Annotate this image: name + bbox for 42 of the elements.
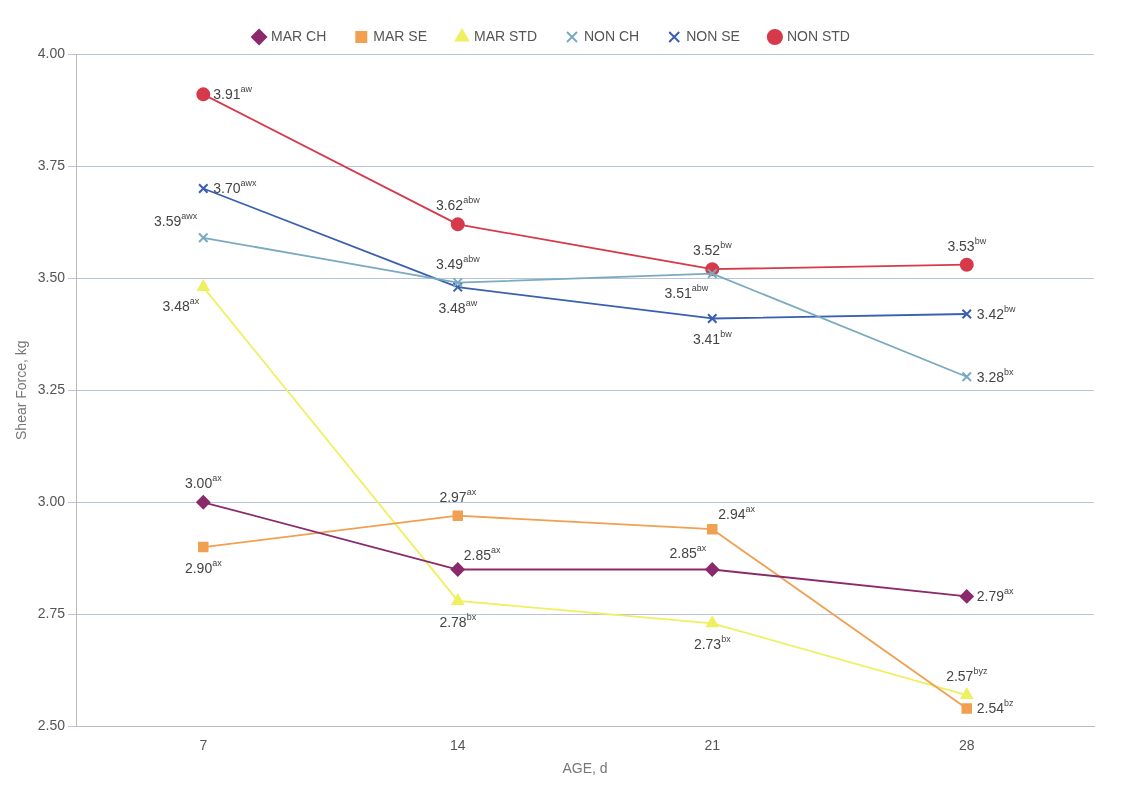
y-tick-label: 2.50 bbox=[37, 717, 66, 734]
legend-label: MAR CH bbox=[271, 27, 327, 44]
y-axis-title: Shear Force, kg bbox=[13, 340, 30, 440]
y-tick-label: 3.50 bbox=[37, 268, 66, 285]
y-tick-label: 3.75 bbox=[37, 156, 66, 173]
point bbox=[961, 371, 972, 382]
x-axis-title: AGE, d bbox=[562, 760, 608, 777]
point bbox=[197, 280, 210, 292]
point bbox=[198, 232, 209, 244]
point bbox=[707, 268, 718, 279]
point bbox=[705, 562, 720, 577]
point bbox=[706, 616, 719, 628]
legend-label: NON SE bbox=[686, 27, 740, 44]
point bbox=[452, 277, 464, 288]
point bbox=[707, 523, 718, 535]
legend-label: NON STD bbox=[786, 27, 850, 44]
point bbox=[959, 589, 974, 604]
point bbox=[452, 281, 464, 293]
point bbox=[196, 495, 211, 510]
y-tick-label: 3.25 bbox=[37, 381, 66, 398]
point bbox=[707, 313, 718, 324]
x-tick-label: 28 bbox=[958, 736, 975, 753]
x-tick-label: 21 bbox=[704, 736, 721, 753]
point bbox=[961, 308, 972, 320]
point bbox=[960, 688, 973, 700]
x-tick-label: 14 bbox=[449, 736, 466, 753]
point bbox=[450, 217, 465, 232]
x-tick-label: 7 bbox=[199, 736, 208, 753]
point bbox=[196, 87, 211, 102]
y-tick-label: 3.00 bbox=[37, 493, 66, 510]
legend-label: MAR SE bbox=[373, 27, 428, 44]
legend-label: NON CH bbox=[584, 27, 640, 44]
point bbox=[450, 562, 465, 577]
point bbox=[959, 257, 974, 272]
point bbox=[452, 510, 464, 521]
point bbox=[961, 703, 972, 714]
y-tick-label: 2.75 bbox=[37, 605, 66, 622]
point bbox=[451, 593, 464, 605]
point bbox=[198, 541, 209, 553]
point bbox=[198, 183, 209, 194]
legend-label: MAR STD bbox=[474, 27, 537, 44]
y-tick-label: 4.00 bbox=[37, 44, 66, 61]
